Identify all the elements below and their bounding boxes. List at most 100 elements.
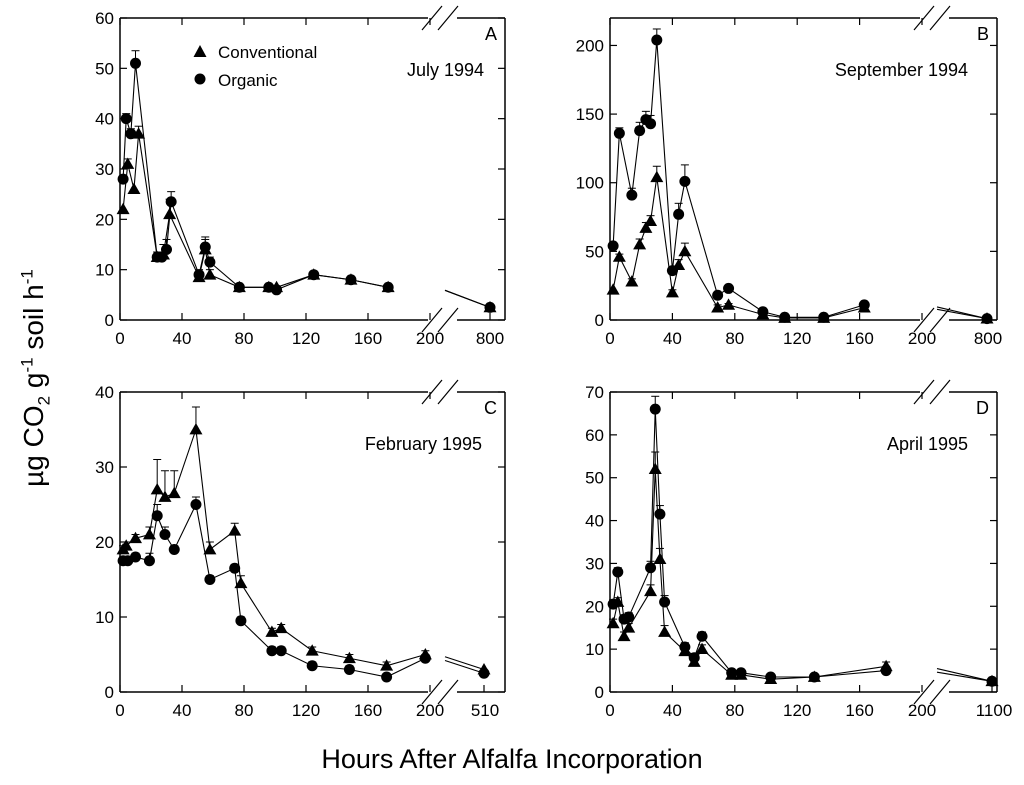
marker-a-organic-2: [125, 128, 137, 140]
marker-b-organic-6: [651, 34, 663, 46]
y-tick-label-c-0: 0: [105, 683, 114, 702]
marker-a-conventional-9: [203, 268, 217, 280]
panel-letter-b: B: [977, 24, 989, 44]
marker-b-organic-2: [626, 189, 638, 201]
marker-a-organic-15: [345, 274, 357, 286]
marker-c-organic-11: [266, 645, 278, 657]
y-tick-label-d-40: 40: [585, 512, 604, 531]
series-tail-line-b-organic: [936, 306, 988, 320]
axis-break-c-top-0: [421, 379, 443, 405]
marker-a-conventional-2: [127, 182, 141, 195]
marker-c-conventional-8: [203, 543, 217, 555]
y-tick-label-b-200: 200: [576, 36, 604, 55]
marker-c-conventional-1: [119, 539, 133, 551]
y-axis-label: µg CO2 g-1 soil h-1: [18, 269, 55, 487]
marker-d-conventional-5: [648, 462, 662, 475]
x-tick-label-a-80: 80: [235, 329, 254, 348]
x-tick-label-c-tail: 510: [471, 701, 499, 720]
marker-b-organic-14: [818, 311, 830, 323]
marker-c-conventional-11: [265, 625, 279, 637]
y-tick-label-d-50: 50: [585, 469, 604, 488]
marker-b-conventional-3: [633, 238, 647, 250]
marker-c-conventional-15: [380, 659, 394, 671]
series-tail-line-a-organic: [444, 289, 491, 308]
x-tick-label-d-40: 40: [663, 701, 682, 720]
y-tick-label-b-150: 150: [576, 105, 604, 124]
panel-title-a: July 1994: [407, 60, 484, 80]
y-tick-label-d-30: 30: [585, 554, 604, 573]
marker-a-organic-7: [165, 196, 177, 208]
marker-c-organic-4: [151, 510, 163, 522]
marker-d-organic-14: [808, 671, 820, 683]
marker-d-conventional-0: [606, 616, 620, 629]
y-tick-label-c-20: 20: [95, 533, 114, 552]
y-tick-label-c-30: 30: [95, 458, 114, 477]
y-label-mid: g: [17, 372, 49, 396]
marker-c-organic-14: [343, 664, 355, 675]
marker-d-organic-11: [726, 667, 738, 679]
marker-a-organic-3: [130, 57, 141, 69]
axis-break-b-top-0: [913, 5, 935, 31]
marker-c-organic-tail: [478, 667, 490, 679]
marker-c-organic-2: [130, 551, 141, 563]
y-tick-label-b-0: 0: [595, 311, 604, 330]
y-label-mid2: soil h: [17, 284, 49, 358]
legend-label-conventional: Conventional: [218, 43, 317, 62]
marker-c-organic-10: [235, 615, 247, 627]
marker-a-organic-1: [120, 113, 132, 125]
marker-c-organic-15: [381, 671, 393, 683]
y-tick-label-d-60: 60: [585, 426, 604, 445]
series-tail-line-c-conventional: [444, 656, 485, 671]
marker-d-conventional-4: [644, 584, 658, 597]
y-tick-label-b-100: 100: [576, 174, 604, 193]
marker-b-organic-5: [645, 118, 657, 130]
axis-break-a-bottom-1: [437, 307, 459, 333]
marker-c-organic-7: [190, 499, 202, 510]
marker-c-conventional-3: [142, 528, 156, 540]
marker-a-organic-0: [117, 173, 129, 185]
marker-a-organic-6: [161, 244, 172, 256]
y-tick-label-a-60: 60: [95, 9, 114, 28]
marker-a-organic-tail: [484, 301, 496, 313]
x-tick-label-c-40: 40: [173, 701, 192, 720]
y-tick-label-a-0: 0: [105, 311, 114, 330]
marker-b-organic-8: [673, 208, 685, 220]
marker-d-organic-7: [659, 596, 671, 608]
marker-c-conventional-5: [158, 490, 172, 502]
marker-b-organic-9: [679, 175, 691, 187]
series-line-d-organic: [612, 409, 887, 678]
panel-letter-a: A: [485, 24, 497, 44]
marker-b-conventional-1: [612, 250, 626, 262]
axis-break-b-bottom-1: [929, 307, 951, 333]
marker-b-organic-tail: [981, 313, 993, 325]
x-tick-label-b-120: 120: [783, 329, 811, 348]
axis-break-b-bottom-0: [913, 307, 935, 333]
marker-a-organic-9: [199, 241, 211, 253]
x-tick-label-c-80: 80: [235, 701, 254, 720]
y-tick-label-d-10: 10: [585, 640, 604, 659]
marker-d-organic-6: [654, 508, 666, 520]
axis-break-a-top-0: [421, 5, 443, 31]
marker-d-conventional-3: [622, 621, 636, 633]
series-line-a-conventional: [122, 133, 389, 288]
x-tick-label-c-200: 200: [416, 701, 444, 720]
marker-a-organic-14: [308, 269, 320, 281]
x-tick-label-a-0: 0: [115, 329, 124, 348]
panel-letter-d: D: [976, 398, 989, 418]
marker-b-organic-0: [607, 240, 619, 252]
marker-b-organic-11: [723, 282, 735, 294]
marker-b-organic-1: [613, 127, 625, 139]
x-tick-label-a-200: 200: [416, 329, 444, 348]
marker-a-organic-10: [204, 256, 216, 268]
marker-d-organic-5: [649, 403, 661, 415]
axis-break-d-bottom-1: [929, 679, 951, 705]
marker-d-organic-12: [735, 667, 747, 679]
marker-d-conventional-7: [658, 625, 672, 637]
marker-b-conventional-2: [625, 275, 639, 287]
marker-d-organic-tail: [986, 675, 998, 687]
x-tick-label-a-120: 120: [292, 329, 320, 348]
marker-c-conventional-10: [234, 576, 248, 589]
series-line-b-conventional: [612, 177, 865, 319]
legend-label-organic: Organic: [218, 71, 278, 90]
marker-d-conventional-2: [617, 629, 631, 642]
